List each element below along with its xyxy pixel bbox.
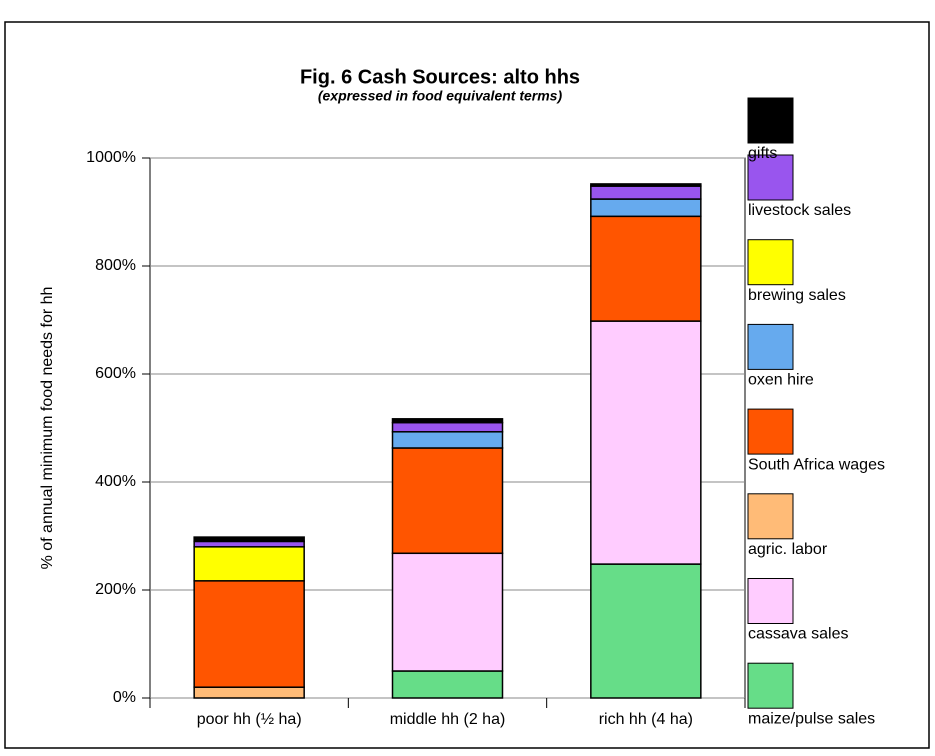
chart-subtitle: (expressed in food equivalent terms): [318, 88, 563, 104]
bar-segment: [391, 421, 504, 433]
legend-label: livestock sales: [748, 202, 851, 219]
legend-swatch: [747, 662, 794, 709]
bar-segment: [391, 447, 504, 555]
legend-label: cassava sales: [748, 626, 849, 643]
legend-swatch: [747, 154, 794, 201]
y-axis-label: % of annual minimum food needs for hh: [39, 287, 56, 570]
bar-segment: [193, 686, 305, 699]
legend-swatch: [747, 493, 794, 540]
bar-segment: [193, 580, 305, 688]
bar-segment: [391, 552, 504, 672]
legend-label: maize/pulse sales: [748, 710, 875, 727]
bar-segment: [391, 670, 504, 699]
bar-segment: [590, 320, 702, 565]
bar-segment: [590, 183, 702, 187]
y-tick-label: 600%: [95, 365, 136, 382]
legend-swatch: [747, 323, 794, 370]
y-tick-label: 800%: [95, 257, 136, 274]
bar-segment: [590, 563, 702, 699]
legend-label: South Africa wages: [748, 456, 885, 473]
legend-label: agric. labor: [748, 541, 828, 558]
bar-segment: [391, 418, 504, 424]
legend-label: oxen hire: [748, 372, 814, 389]
x-tick-label: poor hh (½ ha): [197, 711, 302, 728]
x-tick-label: middle hh (2 ha): [390, 711, 506, 728]
y-tick-label: 1000%: [86, 149, 136, 166]
bar-segment: [193, 546, 305, 582]
frame: [4, 21, 930, 749]
legend-swatch: [747, 239, 794, 286]
bar-segment: [590, 215, 702, 322]
bar-segment: [193, 536, 305, 543]
legend-swatch: [747, 408, 794, 455]
y-tick-label: 200%: [95, 581, 136, 598]
legend-label: brewing sales: [748, 287, 846, 304]
chart-title: Fig. 6 Cash Sources: alto hhs: [300, 66, 580, 88]
bar-segment: [193, 540, 305, 548]
y-tick-label: 400%: [95, 473, 136, 490]
legend-swatch: [747, 97, 794, 144]
bar-segment: [391, 431, 504, 449]
legend-swatch: [747, 578, 794, 624]
y-tick-label: 0%: [113, 689, 136, 706]
legend-label: gifts: [748, 145, 777, 162]
bar-segment: [590, 198, 702, 218]
x-tick-label: rich hh (4 ha): [599, 711, 693, 728]
bar-segment: [590, 185, 702, 200]
